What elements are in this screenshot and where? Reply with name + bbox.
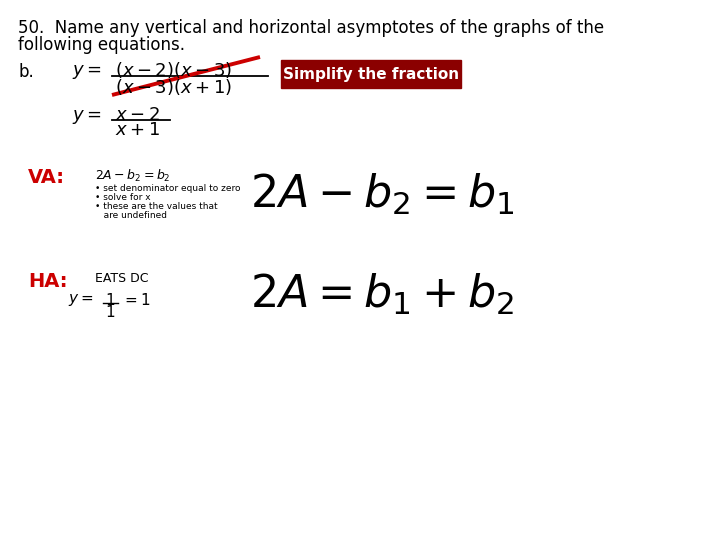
Text: $y =$: $y =$: [72, 63, 102, 81]
Text: $x-2$: $x-2$: [115, 106, 160, 124]
Text: $1$: $1$: [105, 304, 115, 320]
Text: Simplify the fraction: Simplify the fraction: [283, 66, 459, 82]
Text: $(x-3)(x+1)$: $(x-3)(x+1)$: [115, 77, 232, 97]
Text: $1$: $1$: [105, 292, 115, 308]
Text: following equations.: following equations.: [18, 36, 185, 54]
Text: b.: b.: [18, 63, 34, 81]
Text: VA:: VA:: [28, 168, 65, 187]
Text: $= 1$: $= 1$: [122, 292, 151, 308]
Text: HA:: HA:: [28, 272, 68, 291]
Text: • set denominator equal to zero: • set denominator equal to zero: [95, 184, 240, 193]
Text: $y =$: $y =$: [68, 292, 94, 308]
Text: $2A = b_1 + b_2$: $2A = b_1 + b_2$: [250, 272, 514, 317]
Text: $y =$: $y =$: [72, 108, 102, 126]
Text: $2A-b_2=b_2$: $2A-b_2=b_2$: [95, 168, 171, 184]
Text: $2A - b_2 = b_1$: $2A - b_2 = b_1$: [250, 172, 515, 217]
Text: EATS DC: EATS DC: [95, 272, 148, 285]
Text: • solve for x: • solve for x: [95, 193, 150, 202]
Text: $(x-2)(x-3)$: $(x-2)(x-3)$: [115, 60, 232, 80]
Text: 50.  Name any vertical and horizontal asymptotes of the graphs of the: 50. Name any vertical and horizontal asy…: [18, 19, 604, 37]
Text: • these are the values that: • these are the values that: [95, 202, 217, 211]
Text: are undefined: are undefined: [95, 211, 167, 220]
Text: $x+1$: $x+1$: [115, 121, 160, 139]
FancyBboxPatch shape: [281, 60, 461, 88]
